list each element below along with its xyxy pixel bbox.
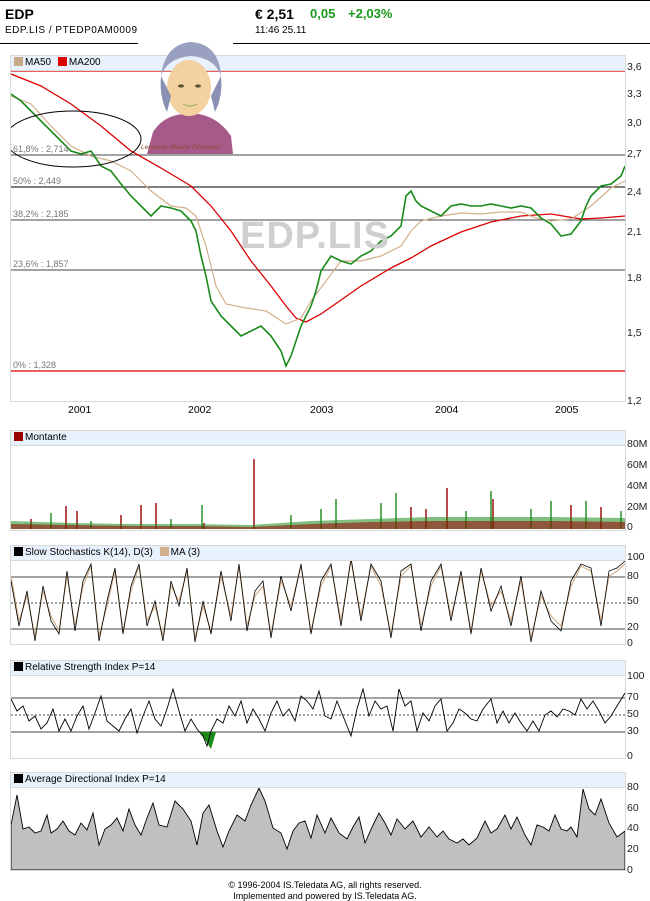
stoch-y-tick: 80 [627,570,639,582]
volume-swatch-icon [14,432,23,441]
y-tick: 1,5 [627,327,642,339]
volume-legend-label: Montante [25,432,67,443]
stoch-y-tick: 100 [627,551,645,563]
x-tick-year: 2004 [435,404,459,416]
stoch-k-legend-label: Slow Stochastics K(14), D(3) [25,547,153,558]
adx-panel[interactable]: Average Directional Index P=14 [10,772,626,871]
adx-y-tick: 40 [627,822,639,834]
adx-legend-label: Average Directional Index P=14 [25,774,166,785]
rsi-panel[interactable]: Relative Strength Index P=14 [10,660,626,759]
volume-y-tick: 40M [627,480,648,492]
volume-y-tick: 80M [627,438,648,450]
last-price: € 2,51 [255,6,294,22]
price-change-percent: +2,03% [348,6,393,21]
volume-y-tick: 0 [627,521,633,533]
price-change: 0,05 [310,6,336,21]
ma200-swatch-icon [57,57,67,66]
header-divider-left [0,43,138,44]
price-chart-panel[interactable]: MA50 MA200 61,8% : 2,714 50% : 2,449 38,… [10,55,626,402]
stoch-ma-legend-label: MA (3) [170,547,201,558]
stochastics-legend: Slow Stochastics K(14), D(3) MA (3) [11,546,625,561]
fibo-label-23-6: 23,6% : 1,857 [13,259,69,269]
stock-name: EDP [5,6,34,22]
y-tick: 1,2 [627,395,642,407]
fibo-label-0: 0% : 1,328 [13,360,57,370]
rsi-swatch-icon [14,662,23,671]
adx-swatch-icon [14,774,23,783]
powered-by-text: Implemented and powered by IS.Teledata A… [233,891,417,901]
header-top-border [0,0,650,1]
copyright-text: © 1996-2004 IS.Teledata AG, all rights r… [228,880,422,890]
volume-y-tick: 20M [627,501,648,513]
price-chart-plot [11,70,625,372]
rsi-y-tick: 50 [627,708,639,720]
adx-plot [11,786,625,870]
y-tick: 2,1 [627,226,642,238]
y-tick: 2,7 [627,148,642,160]
y-tick: 3,3 [627,88,642,100]
ma50-legend-label: MA50 [25,57,52,68]
adx-y-tick: 0 [627,864,633,876]
stoch-y-tick: 20 [627,621,639,633]
fibonacci-portrait-image [147,42,233,154]
volume-y-tick: 60M [627,459,648,471]
stoch-y-tick: 0 [627,637,633,649]
rsi-plot [11,687,625,749]
stock-symbol-isin: EDP.LIS / PTEDP0AM0009 [5,25,138,36]
volume-panel[interactable]: Montante [10,430,626,531]
rsi-legend: Relative Strength Index P=14 [11,661,625,676]
fibo-label-38-2: 38,2% : 2,185 [13,209,69,219]
quote-time: 11:46 25.11 [255,25,307,36]
volume-legend: Montante [11,431,625,446]
adx-legend: Average Directional Index P=14 [11,773,625,788]
stochastics-plot [11,557,625,643]
symbol-watermark: EDP.LIS [240,215,390,257]
adx-y-tick: 60 [627,802,639,814]
ma50-swatch-icon [14,57,23,66]
x-tick-year: 2001 [68,404,92,416]
y-tick: 2,4 [627,186,642,198]
x-tick-year: 2005 [555,404,579,416]
y-tick: 1,8 [627,272,642,284]
adx-y-tick: 20 [627,843,639,855]
rsi-legend-label: Relative Strength Index P=14 [25,662,156,673]
x-tick-year: 2002 [188,404,212,416]
header-divider-right [233,43,650,44]
y-tick: 3,6 [627,61,642,73]
ma200-legend-label: MA200 [68,57,101,68]
adx-y-tick: 80 [627,781,639,793]
fibo-label-50: 50% : 2,449 [13,176,62,186]
stoch-ma-swatch-icon [159,547,169,556]
fibo-label-61-8: 61,8% : 2,714 [13,144,69,154]
portrait-caption: Leonardo Pisano Fibonacci [141,144,220,151]
stoch-k-swatch-icon [14,547,23,556]
price-chart-legend: MA50 MA200 [11,56,625,71]
rsi-y-tick: 0 [627,750,633,762]
stochastics-panel[interactable]: Slow Stochastics K(14), D(3) MA (3) [10,545,626,645]
rsi-y-tick: 100 [627,670,645,682]
x-tick-year: 2003 [310,404,334,416]
volume-bars [11,459,625,529]
stoch-y-tick: 50 [627,595,639,607]
rsi-y-tick: 70 [627,691,639,703]
y-tick: 3,0 [627,117,642,129]
rsi-y-tick: 30 [627,725,639,737]
